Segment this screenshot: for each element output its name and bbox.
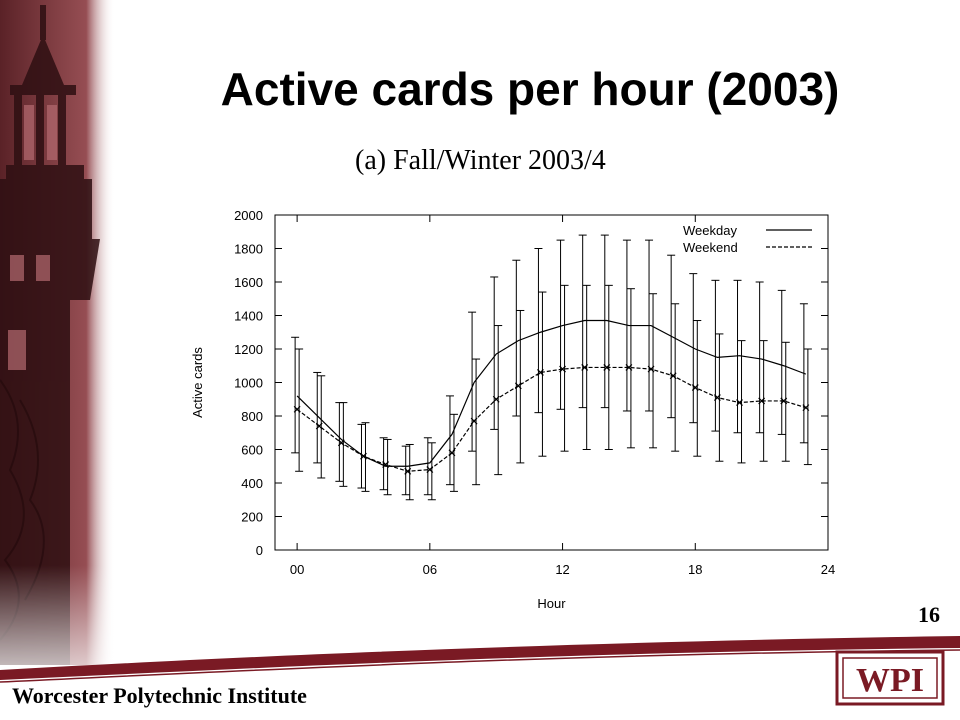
y-tick-label: 1200 bbox=[234, 342, 263, 357]
y-tick-label: 200 bbox=[241, 510, 263, 525]
x-tick-label: 18 bbox=[688, 562, 702, 577]
data-point-weekend bbox=[514, 382, 522, 390]
x-tick-label: 12 bbox=[555, 562, 569, 577]
y-tick-label: 400 bbox=[241, 476, 263, 491]
page-number: 16 bbox=[918, 602, 940, 627]
series-line-weekend bbox=[296, 366, 807, 472]
legend-label-weekday: Weekday bbox=[683, 223, 737, 238]
institute-name: Worcester Polytechnic Institute bbox=[12, 683, 307, 708]
data-point-weekend bbox=[581, 364, 589, 371]
x-axis-label: Hour bbox=[537, 596, 566, 611]
y-tick-label: 600 bbox=[241, 443, 263, 458]
x-tick-label: 24 bbox=[821, 562, 835, 577]
data-point-weekend bbox=[713, 394, 721, 401]
data-point-weekend bbox=[293, 405, 301, 413]
data-point-weekend bbox=[360, 452, 367, 460]
data-point-weekend bbox=[426, 466, 434, 474]
x-tick-label: 06 bbox=[423, 562, 437, 577]
data-point-weekend bbox=[537, 369, 544, 376]
svg-text:WPI: WPI bbox=[856, 662, 924, 699]
data-point-weekend bbox=[625, 364, 633, 371]
y-tick-label: 1400 bbox=[234, 309, 263, 324]
plot-frame bbox=[274, 214, 829, 551]
data-point-weekend bbox=[691, 384, 699, 391]
data-point-weekend bbox=[647, 365, 655, 373]
data-point-weekend bbox=[669, 372, 677, 380]
data-point-weekend bbox=[470, 417, 478, 425]
y-tick-label: 1600 bbox=[234, 275, 263, 290]
y-tick-label: 2000 bbox=[234, 208, 263, 223]
y-tick-label: 1000 bbox=[234, 376, 263, 391]
data-point-weekend bbox=[382, 461, 390, 468]
legend-label-weekend: Weekend bbox=[683, 240, 738, 255]
y-tick-label: 1800 bbox=[234, 242, 263, 257]
y-axis-label: Active cards bbox=[190, 347, 205, 418]
data-point-weekend bbox=[780, 397, 788, 405]
campus-tower-photo bbox=[0, 0, 115, 665]
data-point-weekend bbox=[603, 364, 611, 371]
data-point-weekend bbox=[492, 395, 500, 403]
active-cards-line-chart: 0 200 400 600 800 1000 1200 1400 1600 1800 2000 00 0… bbox=[190, 208, 835, 611]
x-tick-label: 00 bbox=[290, 562, 304, 577]
data-point-weekend bbox=[802, 404, 810, 412]
data-point-weekend bbox=[736, 399, 743, 407]
data-point-weekend bbox=[337, 439, 345, 447]
wpi-logo: WPI bbox=[835, 650, 945, 706]
data-point-weekend bbox=[315, 422, 323, 430]
y-tick-label: 0 bbox=[256, 543, 263, 558]
data-point-weekend bbox=[758, 397, 766, 405]
data-point-weekend bbox=[448, 449, 456, 457]
slide-title: Active cards per hour (2003) bbox=[220, 63, 840, 115]
footer-swoosh bbox=[0, 636, 960, 683]
chart-subtitle: (a) Fall/Winter 2003/4 bbox=[355, 145, 606, 176]
data-point-weekend bbox=[559, 365, 566, 373]
data-point-weekend bbox=[404, 467, 412, 475]
y-tick-label: 800 bbox=[241, 409, 263, 424]
series-line-weekday bbox=[296, 319, 807, 467]
